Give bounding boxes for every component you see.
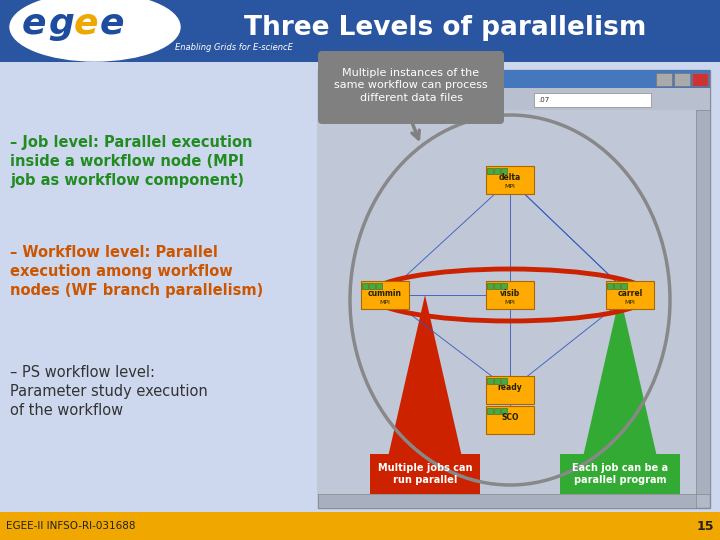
Text: delta: delta bbox=[499, 173, 521, 183]
Bar bbox=[487, 378, 493, 384]
Text: – Workflow level: Parallel
execution among workflow
nodes (WF branch parallelism: – Workflow level: Parallel execution amo… bbox=[10, 245, 264, 299]
Bar bbox=[621, 283, 627, 289]
Text: – Job level: Parallel execution
inside a workflow node (MPI
job as workflow comp: – Job level: Parallel execution inside a… bbox=[10, 135, 253, 188]
Bar bbox=[318, 494, 696, 508]
Ellipse shape bbox=[10, 0, 180, 61]
Bar bbox=[487, 168, 493, 174]
Bar bbox=[318, 110, 696, 494]
Text: Multiple jobs can
run parallel: Multiple jobs can run parallel bbox=[378, 463, 472, 485]
Bar bbox=[369, 283, 375, 289]
Text: Each job can be a
parallel program: Each job can be a parallel program bbox=[572, 463, 668, 485]
Bar bbox=[318, 70, 710, 508]
Bar bbox=[361, 281, 409, 309]
Bar bbox=[318, 88, 710, 110]
Bar bbox=[614, 283, 620, 289]
Bar bbox=[486, 406, 534, 434]
Text: SCO: SCO bbox=[501, 414, 518, 422]
Text: MPI: MPI bbox=[505, 185, 516, 190]
Text: carrel: carrel bbox=[617, 288, 643, 298]
Bar bbox=[486, 166, 534, 194]
Bar bbox=[606, 281, 654, 309]
Bar bbox=[501, 378, 507, 384]
Bar bbox=[534, 93, 651, 107]
Text: visib: visib bbox=[500, 288, 520, 298]
Bar bbox=[692, 73, 708, 86]
Bar bbox=[494, 378, 500, 384]
Text: Three Levels of parallelism: Three Levels of parallelism bbox=[244, 15, 646, 41]
Bar bbox=[501, 283, 507, 289]
Bar bbox=[370, 454, 480, 494]
Bar bbox=[0, 0, 720, 62]
Text: MPI: MPI bbox=[379, 300, 390, 305]
Text: Enabling Grids for E-sciencE: Enabling Grids for E-sciencE bbox=[175, 43, 293, 52]
Polygon shape bbox=[575, 295, 665, 492]
Bar bbox=[501, 168, 507, 174]
Bar bbox=[487, 283, 493, 289]
Text: MPI: MPI bbox=[505, 300, 516, 305]
Bar bbox=[0, 512, 720, 540]
Bar bbox=[696, 110, 710, 494]
Text: ready: ready bbox=[498, 383, 523, 393]
Polygon shape bbox=[380, 295, 470, 492]
Bar bbox=[318, 70, 710, 88]
Bar bbox=[362, 283, 368, 289]
Text: e: e bbox=[22, 7, 47, 41]
Text: .07: .07 bbox=[539, 97, 550, 103]
Bar bbox=[494, 283, 500, 289]
FancyBboxPatch shape bbox=[318, 51, 504, 124]
Text: e: e bbox=[100, 7, 125, 41]
Bar bbox=[486, 281, 534, 309]
Bar bbox=[487, 408, 493, 414]
Text: EGEE-II INFSO-RI-031688: EGEE-II INFSO-RI-031688 bbox=[6, 521, 135, 531]
Text: – PS workflow level:
Parameter study execution
of the workflow: – PS workflow level: Parameter study exe… bbox=[10, 365, 208, 418]
Bar bbox=[376, 283, 382, 289]
Bar bbox=[656, 73, 672, 86]
Bar bbox=[674, 73, 690, 86]
Text: cummin: cummin bbox=[368, 288, 402, 298]
Text: Multiple instances of the
same workflow can process
different data files: Multiple instances of the same workflow … bbox=[334, 68, 488, 103]
Bar bbox=[0, 62, 720, 512]
Text: 15: 15 bbox=[696, 519, 714, 532]
Text: e: e bbox=[74, 7, 99, 41]
Bar bbox=[494, 408, 500, 414]
Bar bbox=[560, 454, 680, 494]
Text: MPI: MPI bbox=[624, 300, 636, 305]
Bar bbox=[501, 408, 507, 414]
Bar bbox=[607, 283, 613, 289]
Text: g: g bbox=[48, 7, 74, 41]
Bar bbox=[486, 376, 534, 404]
Bar bbox=[494, 168, 500, 174]
